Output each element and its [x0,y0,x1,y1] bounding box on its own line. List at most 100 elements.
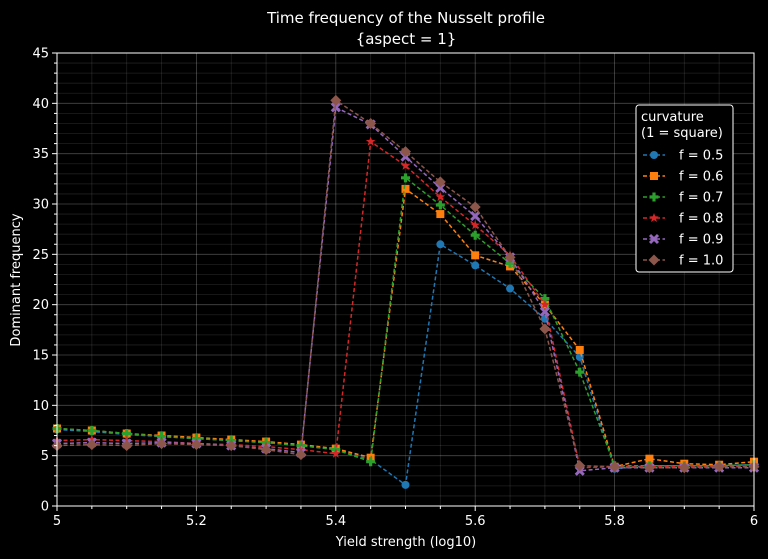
data-point [366,457,376,467]
data-point [435,200,445,210]
data-point [365,117,377,129]
data-point [191,434,201,444]
legend-label: f = 1.0 [679,254,723,269]
data-point [540,294,550,304]
y-tick-label: 15 [32,349,49,364]
y-tick-label: 40 [32,97,49,112]
marker-stroke [470,211,481,222]
data-point [365,136,376,146]
legend-marker [648,254,660,266]
marker-stroke [435,182,446,193]
series-layer [51,94,760,489]
data-point [295,449,307,461]
data-point [469,201,481,213]
legend-entry: f = 0.6 [643,170,723,185]
y-tick-label: 45 [32,47,49,62]
y-axis-label: Dominant frequency [9,213,24,346]
y-tick-label: 10 [32,399,49,414]
legend-marker [650,151,658,159]
data-point [400,146,411,158]
data-point [609,461,621,473]
legend-label: f = 0.9 [679,233,723,248]
x-tick-label: 6 [750,514,758,529]
data-point [471,251,480,260]
legend-label: f = 0.6 [679,170,723,185]
data-point [471,261,480,270]
y-tick-label: 30 [32,198,49,213]
data-point [540,299,550,309]
data-point [156,438,168,450]
data-point [539,306,550,317]
data-point [190,439,202,451]
data-point [434,176,446,188]
data-point [121,440,133,452]
data-point [435,182,446,193]
data-point [505,258,515,268]
data-point [575,345,584,354]
y-tick-label: 20 [32,298,49,313]
data-point [436,210,445,219]
legend-marker [648,233,660,245]
legend-entry: f = 0.5 [643,149,723,164]
series-6 [51,94,760,474]
chart-subtitle: {aspect = 1} [356,30,457,48]
data-point [470,211,481,222]
x-tick-label: 5.8 [604,514,625,529]
x-tick-label: 5.4 [325,514,346,529]
data-point [574,460,586,472]
data-point [436,240,445,249]
x-tick-label: 5 [53,514,61,529]
legend-marker [649,192,659,202]
data-point [86,439,98,451]
legend-label: f = 0.5 [679,149,723,164]
legend-marker [650,172,658,180]
data-point [331,448,341,458]
data-point [504,251,516,263]
x-tick-label: 5.6 [465,514,486,529]
legend-entry: f = 0.8 [643,212,723,227]
legend-entries: f = 0.5 f = 0.6 f = 0.7 f = 0.8 f = 0.9 f = 1… [643,149,723,269]
legend-title-line2: (1 = square) [641,126,723,141]
y-tick-label: 35 [32,147,49,162]
marker-stroke [648,233,660,245]
legend-title-line1: curvature [641,110,704,125]
marker-stroke [539,306,550,317]
y-tick-label: 5 [41,449,49,464]
legend-label: f = 0.8 [679,212,723,227]
legend-entry: f = 0.7 [643,191,723,206]
chart-title: Time frequency of the Nusselt profile [266,9,545,27]
y-tick-label: 0 [41,500,49,515]
data-point [575,367,585,377]
data-point [470,230,480,240]
data-point [539,323,551,335]
data-point [470,220,480,230]
data-point [401,480,410,489]
data-point [87,434,97,444]
data-point [401,173,410,183]
legend: curvature (1 = square) f = 0.5f = 0.6f =… [635,104,734,273]
legend-box [635,104,734,273]
data-point [260,444,272,456]
data-point [87,426,97,435]
data-point [713,461,725,473]
data-point [400,160,411,170]
series-line [56,176,755,467]
x-axis-label: Yield strength (log10) [335,535,476,550]
legend-marker [649,213,659,223]
data-point [645,454,654,463]
data-point [643,462,655,474]
legend-entry: f = 0.9 [643,233,723,248]
data-point [157,432,167,442]
data-point [506,284,515,293]
data-point [122,429,132,439]
x-tick-label: 5.2 [186,514,207,529]
legend-label: f = 0.7 [679,191,723,206]
legend-entry: f = 1.0 [643,254,723,269]
data-point [330,94,342,106]
y-tick-label: 25 [32,248,49,263]
data-point [401,184,410,193]
data-point [678,462,690,474]
